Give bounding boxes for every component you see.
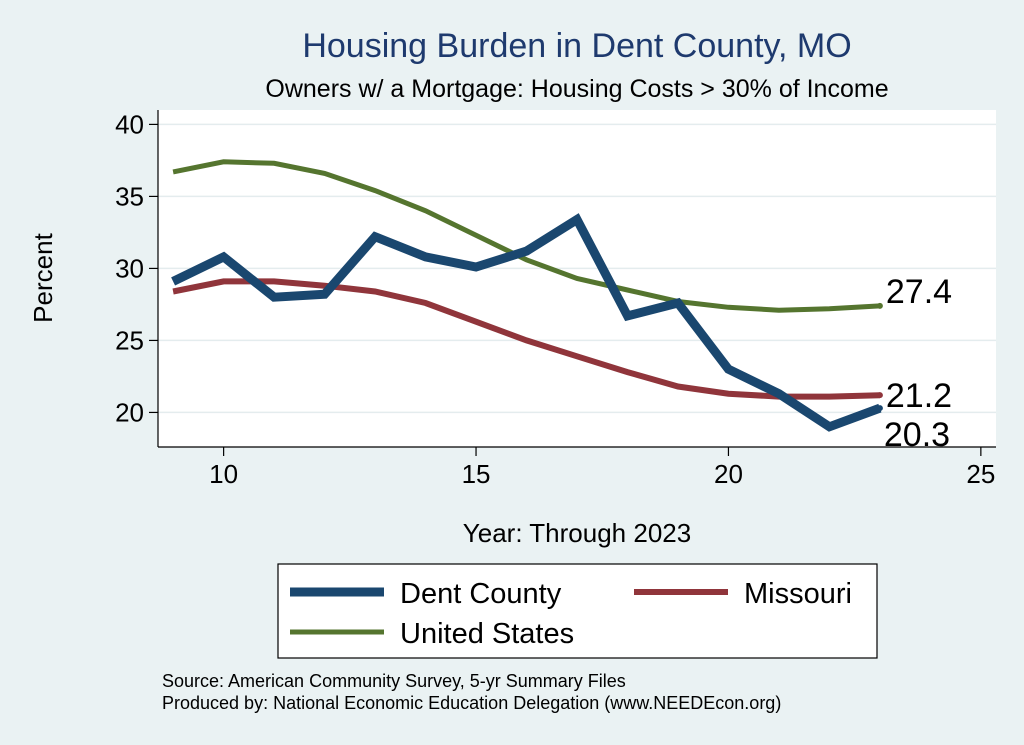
y-tick-label-25: 25 xyxy=(115,325,144,355)
y-tick-label-30: 30 xyxy=(115,253,144,283)
axes xyxy=(157,110,996,448)
source-note: Source: American Community Survey, 5-yr … xyxy=(162,671,626,691)
legend-box xyxy=(277,563,878,659)
legend-label-missouri: Missouri xyxy=(744,578,852,610)
series-line-dent-county xyxy=(171,213,882,432)
x-tick-label-25: 25 xyxy=(966,459,995,489)
series-line-united-states xyxy=(172,159,881,313)
x-axis-label: Year: Through 2023 xyxy=(463,518,691,548)
y-axis-ticks: 20 25 30 35 40 xyxy=(115,109,158,427)
series-end-point-missouri xyxy=(876,392,883,399)
end-label-missouri: 21.2 xyxy=(886,377,952,415)
x-axis-ticks: 10 15 20 25 xyxy=(209,447,995,489)
end-labels: 20.321.2 27.4 xyxy=(884,273,952,454)
series-group xyxy=(171,159,883,432)
chart-subtitle: Owners w/ a Mortgage: Housing Costs > 30… xyxy=(265,75,888,103)
y-axis-label: Percent xyxy=(28,232,58,322)
series-line-missouri xyxy=(172,278,880,400)
produced-by-note: Produced by: National Economic Education… xyxy=(162,693,781,713)
legend-label-united-states: United States xyxy=(400,618,574,650)
x-tick-label-10: 10 xyxy=(209,459,238,489)
series-end-point-dent-county xyxy=(876,405,883,412)
y-tick-label-20: 20 xyxy=(115,397,144,427)
y-tick-label-40: 40 xyxy=(115,109,144,139)
legend-label-dent-county: Dent County xyxy=(400,578,562,610)
x-tick-label-15: 15 xyxy=(462,459,491,489)
y-tick-label-35: 35 xyxy=(115,181,144,211)
series-end-point-united-states xyxy=(876,302,883,309)
end-label-dent-county: 20.3 xyxy=(884,416,950,454)
x-tick-label-20: 20 xyxy=(714,459,743,489)
chart-title: Housing Burden in Dent County, MO xyxy=(302,27,851,65)
end-label-united-states: 27.4 xyxy=(886,273,952,311)
